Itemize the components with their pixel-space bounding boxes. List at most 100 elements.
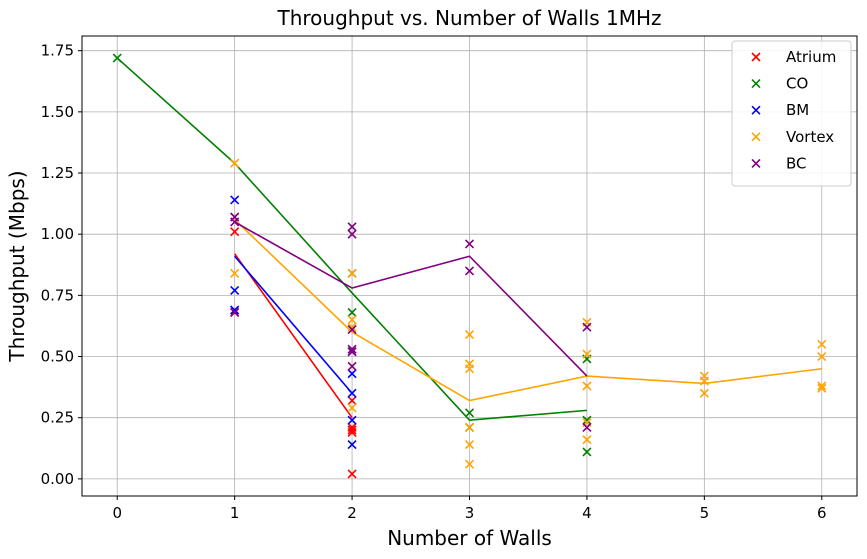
x-tick-label: 5 — [700, 504, 710, 522]
marker-stroke — [347, 347, 357, 357]
y-tick-label: 0.50 — [41, 348, 74, 366]
bc-data-point — [347, 347, 357, 357]
marker-stroke — [582, 322, 592, 332]
vortex-data-point — [464, 440, 475, 450]
bm-data-point — [347, 440, 357, 450]
vortex-data-point — [464, 459, 475, 469]
atrium-data-point — [347, 425, 357, 435]
y-tick-label: 0.00 — [41, 470, 74, 488]
chart-title: Throughput vs. Number of Walls 1MHz — [277, 6, 662, 30]
vortex-data-point — [230, 268, 240, 278]
legend: Atrium CO BM Vortex BC — [731, 40, 852, 187]
bc-data-point — [230, 307, 240, 318]
vortex-data-point — [582, 435, 592, 445]
marker-stroke — [464, 459, 475, 469]
vortex-data-point — [347, 322, 357, 332]
bc-data-point — [582, 422, 592, 433]
legend-box — [731, 40, 852, 187]
bc-data-point — [347, 229, 357, 239]
bc-data-point — [347, 222, 357, 232]
marker-stroke — [751, 132, 761, 142]
marker-stroke — [230, 158, 240, 168]
marker-stroke — [347, 427, 357, 437]
vortex-data-point — [817, 351, 827, 362]
marker-stroke — [230, 305, 240, 315]
vortex-data-point — [582, 349, 592, 359]
vortex-data-point — [347, 403, 357, 413]
marker-stroke — [582, 415, 592, 425]
marker-stroke — [464, 364, 475, 374]
y-tick-label: 1.50 — [41, 103, 74, 121]
marker-stroke — [464, 266, 475, 276]
marker-stroke — [347, 222, 357, 232]
marker-stroke — [347, 396, 357, 406]
marker-stroke — [582, 447, 592, 457]
marker-stroke — [230, 268, 240, 278]
bc-data-point — [464, 239, 475, 249]
legend-marker-vortex — [751, 132, 761, 142]
atrium-data-point — [347, 396, 357, 406]
marker-stroke — [464, 422, 475, 433]
point-layer — [112, 53, 827, 479]
x-axis-title: Number of Walls — [387, 526, 552, 550]
marker-stroke — [347, 315, 357, 325]
marker-stroke — [347, 307, 357, 318]
legend-marker-co — [751, 79, 761, 89]
vortex-data-point — [699, 376, 709, 386]
marker-stroke — [582, 422, 592, 433]
legend-label-vortex: Vortex — [786, 128, 834, 146]
co-mean-line — [116, 57, 587, 421]
x-tick-label: 3 — [465, 504, 475, 522]
legend-label-bc: BC — [786, 154, 807, 172]
marker-stroke — [464, 440, 475, 450]
marker-stroke — [464, 408, 475, 418]
marker-stroke — [347, 325, 357, 335]
mean-line-layer — [116, 57, 822, 421]
x-tick-label: 2 — [347, 504, 357, 522]
bm-data-point — [347, 415, 357, 425]
bm-data-point — [230, 305, 240, 315]
marker-stroke — [347, 425, 357, 435]
marker-stroke — [347, 322, 357, 332]
marker-stroke — [817, 339, 827, 349]
bc-data-point — [347, 344, 357, 354]
bc-data-point — [464, 266, 475, 276]
bc-data-point — [347, 361, 357, 371]
atrium-mean-line — [234, 253, 353, 419]
bc-data-point — [347, 325, 357, 335]
vortex-data-point — [699, 388, 709, 398]
marker-stroke — [751, 158, 761, 168]
co-data-point — [464, 408, 475, 418]
marker-stroke — [230, 195, 240, 205]
legend-label-bm: BM — [786, 101, 809, 119]
marker-stroke — [230, 217, 240, 227]
atrium-data-point — [347, 469, 357, 479]
y-tick-label: 0.25 — [41, 409, 74, 427]
y-tick-label: 1.75 — [41, 42, 74, 60]
x-tick-label: 6 — [817, 504, 827, 522]
vortex-data-point — [464, 364, 475, 374]
marker-stroke — [582, 435, 592, 445]
y-tick-label: 0.75 — [41, 286, 74, 304]
marker-stroke — [347, 361, 357, 371]
co-data-point — [582, 447, 592, 457]
marker-stroke — [817, 383, 827, 393]
marker-stroke — [347, 415, 357, 425]
bm-mean-line — [234, 255, 353, 394]
vortex-data-point — [464, 422, 475, 433]
marker-stroke — [347, 369, 357, 379]
bc-data-point — [230, 217, 240, 227]
vortex-mean-line — [234, 218, 822, 402]
marker-stroke — [751, 52, 761, 62]
x-tick-label: 1 — [230, 504, 240, 522]
vortex-data-point — [817, 339, 827, 349]
legend-label-co: CO — [786, 75, 808, 93]
marker-stroke — [817, 351, 827, 362]
legend-marker-bm — [751, 105, 761, 115]
bc-data-point — [582, 322, 592, 332]
atrium-data-point — [347, 427, 357, 437]
marker-stroke — [464, 329, 475, 340]
legend-label-atrium: Atrium — [786, 48, 836, 66]
